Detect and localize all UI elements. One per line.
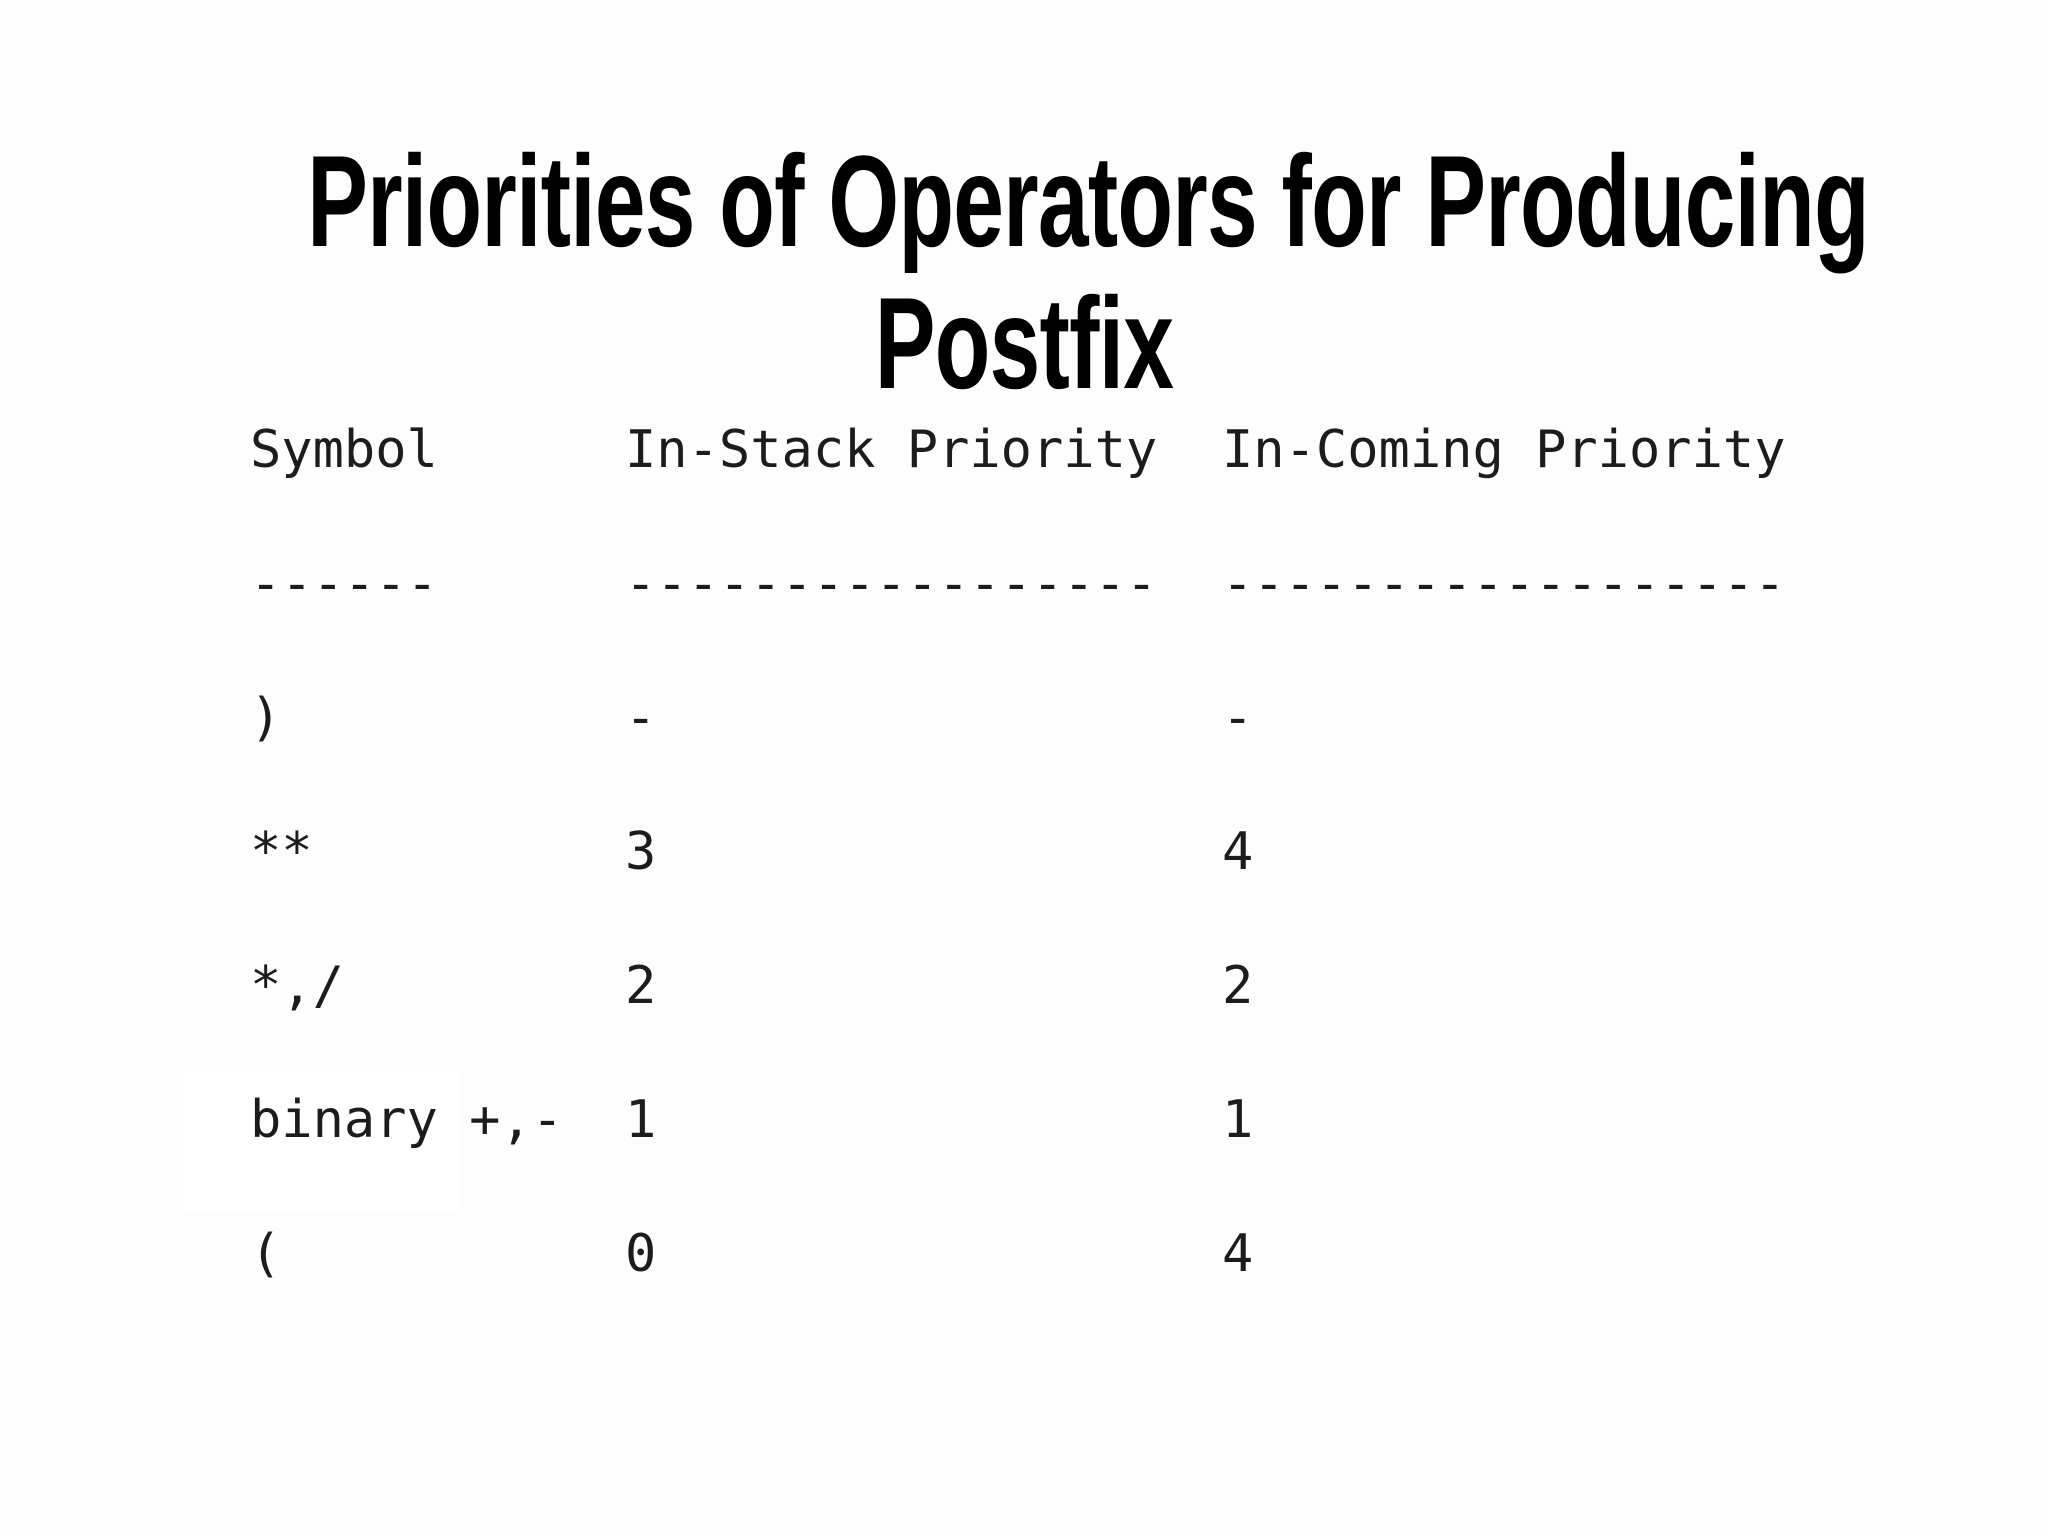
separator-in-coming: ------------------ bbox=[1222, 554, 1786, 614]
row-in-stack: 0 bbox=[625, 1224, 657, 1284]
table-row: ) - - bbox=[250, 651, 1950, 785]
separator-in-stack: ----------------- bbox=[625, 554, 1158, 614]
header-symbol: Symbol bbox=[250, 420, 438, 480]
table-separator-row: ------ ----------------- ---------------… bbox=[250, 517, 1950, 651]
row-symbol: ( bbox=[250, 1224, 282, 1284]
row-symbol: binary +,- bbox=[250, 1090, 564, 1150]
slide-title-line2: Postfix bbox=[874, 270, 1174, 417]
row-in-coming: 4 bbox=[1222, 1224, 1254, 1284]
row-in-stack: 3 bbox=[625, 822, 657, 882]
row-symbol: ** bbox=[250, 822, 313, 882]
row-in-coming: - bbox=[1222, 688, 1254, 748]
table-header-row: Symbol In-Stack Priority In-Coming Prior… bbox=[250, 383, 1950, 517]
row-in-coming: 4 bbox=[1222, 822, 1254, 882]
table-row: binary +,- 1 1 bbox=[250, 1053, 1950, 1187]
row-symbol: *,/ bbox=[250, 956, 344, 1016]
header-in-stack-priority: In-Stack Priority bbox=[625, 420, 1158, 480]
slide-title-line1: Priorities of Operators for Producing bbox=[307, 128, 1869, 275]
row-in-stack: - bbox=[625, 688, 657, 748]
priority-table: Symbol In-Stack Priority In-Coming Prior… bbox=[250, 383, 1950, 1321]
table-row: ( 0 4 bbox=[250, 1187, 1950, 1321]
row-in-coming: 2 bbox=[1222, 956, 1254, 1016]
table-row: *,/ 2 2 bbox=[250, 919, 1950, 1053]
separator-symbol: ------ bbox=[250, 554, 438, 614]
row-in-stack: 1 bbox=[625, 1090, 657, 1150]
row-in-coming: 1 bbox=[1222, 1090, 1254, 1150]
slide-title: Priorities of Operators for Producing Po… bbox=[307, 128, 1869, 417]
row-in-stack: 2 bbox=[625, 956, 657, 1016]
background-highlight bbox=[185, 1072, 460, 1212]
table-row: ** 3 4 bbox=[250, 785, 1950, 919]
header-in-coming-priority: In-Coming Priority bbox=[1222, 420, 1786, 480]
row-symbol: ) bbox=[250, 688, 282, 748]
